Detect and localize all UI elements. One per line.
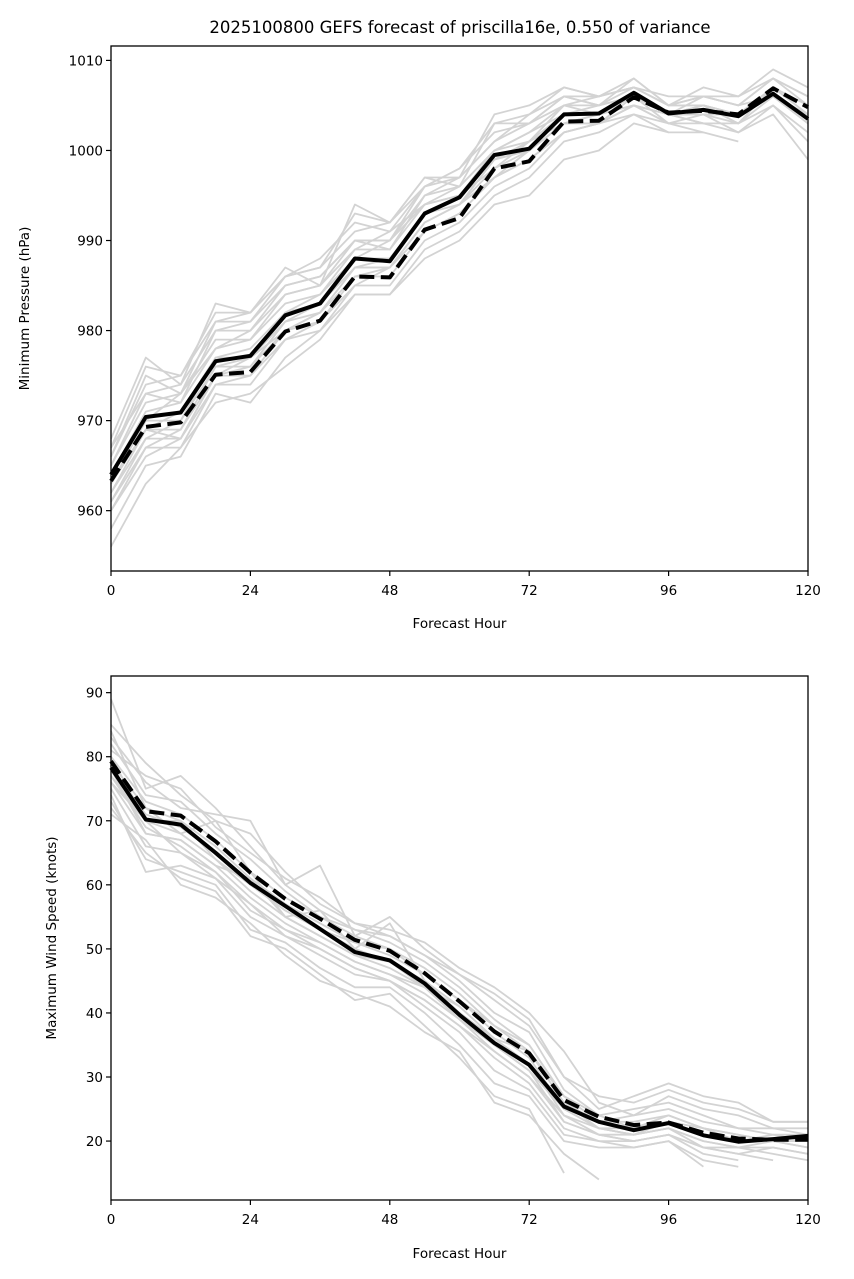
pressure-member-line-16 bbox=[110, 95, 774, 494]
pressure-member-line-4 bbox=[110, 95, 809, 467]
wind-member-line-16 bbox=[110, 730, 809, 1142]
pressure-member-line-11 bbox=[110, 122, 669, 548]
pressure-y-tick-label: 1000 bbox=[69, 143, 103, 159]
pressure-x-tick-label: 48 bbox=[381, 583, 398, 599]
pressure-member-line-20 bbox=[110, 86, 809, 485]
wind-series-lines bbox=[109, 760, 809, 1144]
wind-member-line-20 bbox=[110, 769, 809, 1142]
wind-x-axis-label: Forecast Hour bbox=[413, 1246, 507, 1262]
pressure-y-axis-label: Minimum Pressure (hPa) bbox=[17, 227, 33, 391]
wind-x-ticks: 0 24 48 72 96 120 bbox=[107, 1200, 821, 1228]
pressure-member-line-2 bbox=[110, 77, 809, 457]
chart-title: 2025100800 GEFS forecast of priscilla16e… bbox=[209, 18, 710, 37]
pressure-member-line-9 bbox=[110, 113, 739, 512]
wind-y-ticks: 20 30 40 50 60 70 80 90 bbox=[86, 686, 111, 1150]
wind-member-line-2 bbox=[110, 724, 808, 1130]
wind-member-lines bbox=[110, 698, 809, 1181]
pressure-x-tick-label: 72 bbox=[521, 583, 538, 599]
pressure-member-line-13 bbox=[110, 86, 809, 466]
pressure-member-line-19 bbox=[110, 77, 809, 448]
wind-member-line-13 bbox=[110, 807, 565, 1174]
wind-axes-frame bbox=[110, 675, 809, 1201]
pressure-x-tick-label: 120 bbox=[795, 583, 821, 599]
pressure-panel: 960 970 980 990 1000 1010 0 24 48 72 96 120 Foreca… bbox=[17, 45, 821, 632]
pressure-member-line-14 bbox=[110, 95, 809, 476]
pressure-x-tick-label: 96 bbox=[660, 583, 677, 599]
pressure-y-tick-label: 1010 bbox=[69, 53, 103, 69]
pressure-x-ticks: 0 24 48 72 96 120 bbox=[107, 571, 821, 599]
pressure-x-axis-label: Forecast Hour bbox=[413, 616, 507, 632]
pressure-member-line-5 bbox=[110, 95, 809, 476]
pressure-member-line-18 bbox=[110, 104, 670, 512]
pressure-mean-line bbox=[109, 90, 810, 476]
wind-y-tick-label: 30 bbox=[86, 1070, 103, 1086]
wind-member-line-18 bbox=[110, 781, 809, 1155]
wind-weighted-line bbox=[109, 760, 808, 1142]
wind-member-line-4 bbox=[110, 743, 808, 1136]
pressure-member-line-15 bbox=[110, 95, 809, 485]
pressure-weighted-line bbox=[109, 86, 809, 482]
pressure-y-ticks: 960 970 980 990 1000 1010 bbox=[69, 53, 111, 520]
pressure-y-tick-label: 980 bbox=[77, 324, 103, 340]
wind-member-line-12 bbox=[110, 801, 704, 1168]
wind-y-tick-label: 70 bbox=[86, 814, 103, 830]
wind-y-tick-label: 90 bbox=[86, 686, 103, 702]
wind-x-tick-label: 0 bbox=[107, 1212, 116, 1228]
wind-y-tick-label: 80 bbox=[86, 750, 103, 766]
pressure-series-lines bbox=[109, 86, 810, 482]
wind-y-tick-label: 40 bbox=[86, 1006, 103, 1022]
wind-x-tick-label: 120 bbox=[795, 1212, 821, 1228]
pressure-x-tick-label: 0 bbox=[107, 583, 116, 599]
wind-x-tick-label: 96 bbox=[660, 1212, 677, 1228]
pressure-member-line-10 bbox=[110, 113, 704, 530]
wind-y-axis-label: Maximum Wind Speed (knots) bbox=[44, 836, 60, 1039]
pressure-y-tick-label: 960 bbox=[77, 504, 103, 520]
pressure-member-line-17 bbox=[110, 104, 704, 503]
wind-y-tick-label: 50 bbox=[86, 942, 103, 958]
wind-mean-line bbox=[109, 766, 809, 1144]
wind-x-tick-label: 24 bbox=[242, 1212, 259, 1228]
pressure-y-tick-label: 970 bbox=[77, 414, 103, 430]
wind-x-tick-label: 72 bbox=[521, 1212, 538, 1228]
wind-member-line-15 bbox=[110, 749, 808, 1123]
wind-panel: 20 30 40 50 60 70 80 90 0 24 48 72 96 120 Forecast H… bbox=[44, 675, 821, 1262]
wind-member-line-17 bbox=[110, 775, 809, 1149]
pressure-y-tick-label: 990 bbox=[77, 234, 103, 250]
wind-member-line-14 bbox=[110, 813, 600, 1181]
pressure-member-line-7 bbox=[110, 104, 809, 494]
wind-x-tick-label: 48 bbox=[381, 1212, 398, 1228]
pressure-member-line-1 bbox=[110, 68, 809, 439]
pressure-x-tick-label: 24 bbox=[242, 583, 259, 599]
pressure-member-line-12 bbox=[110, 77, 809, 457]
pressure-member-lines bbox=[110, 68, 809, 548]
pressure-axes-frame bbox=[110, 45, 809, 572]
wind-y-tick-label: 60 bbox=[86, 878, 103, 894]
pressure-member-line-6 bbox=[110, 95, 809, 485]
wind-member-line-3 bbox=[110, 736, 809, 1136]
wind-y-tick-label: 20 bbox=[86, 1134, 103, 1150]
